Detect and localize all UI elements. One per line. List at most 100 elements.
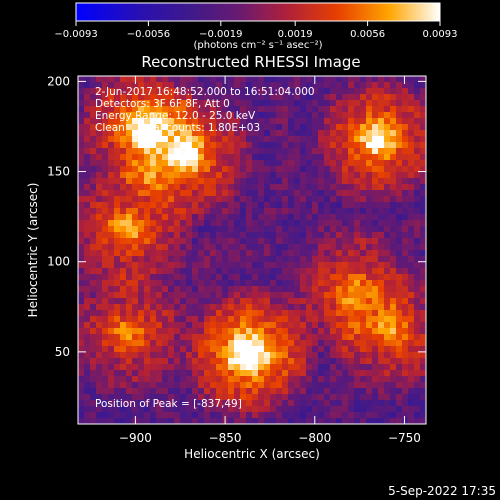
heatmap-cell	[360, 244, 367, 251]
heatmap-cell	[234, 298, 241, 305]
heatmap-cell	[312, 208, 319, 215]
heatmap-cell	[336, 388, 343, 395]
heatmap-cell	[192, 322, 199, 329]
heatmap-cell	[402, 394, 409, 401]
heatmap-cell	[198, 196, 205, 203]
heatmap-cell	[186, 310, 193, 317]
heatmap-cell	[78, 322, 85, 329]
heatmap-cell	[336, 364, 343, 371]
heatmap-cell	[342, 340, 349, 347]
heatmap-cell	[240, 148, 247, 155]
heatmap-cell	[312, 226, 319, 233]
heatmap-cell	[384, 190, 391, 197]
heatmap-cell	[360, 124, 367, 131]
heatmap-cell	[264, 112, 271, 119]
heatmap-cell	[258, 244, 265, 251]
heatmap-cell	[324, 220, 331, 227]
heatmap-cell	[228, 178, 235, 185]
heatmap-cell	[234, 196, 241, 203]
heatmap-cell	[228, 202, 235, 209]
heatmap-cell	[156, 376, 163, 383]
heatmap-cell	[174, 394, 181, 401]
heatmap-cell	[138, 154, 145, 161]
heatmap-cell	[114, 148, 121, 155]
heatmap-cell	[402, 154, 409, 161]
heatmap-cell	[168, 88, 175, 95]
heatmap-cell	[288, 118, 295, 125]
heatmap-cell	[144, 166, 151, 173]
heatmap-cell	[366, 112, 373, 119]
heatmap-cell	[276, 412, 283, 419]
heatmap-cell	[228, 358, 235, 365]
heatmap-cell	[270, 250, 277, 257]
heatmap-cell	[270, 88, 277, 95]
heatmap-cell	[204, 112, 211, 119]
heatmap-cell	[324, 310, 331, 317]
heatmap-cell	[264, 94, 271, 101]
heatmap-cell	[108, 262, 115, 269]
heatmap-cell	[270, 154, 277, 161]
heatmap-cell	[138, 340, 145, 347]
heatmap-cell	[252, 76, 259, 83]
heatmap-cell	[150, 106, 157, 113]
heatmap-cell	[180, 82, 187, 89]
heatmap-cell	[420, 160, 426, 167]
heatmap-cell	[162, 364, 169, 371]
heatmap-cell	[270, 184, 277, 191]
heatmap-cell	[138, 142, 145, 149]
heatmap-cell	[306, 82, 313, 89]
heatmap-cell	[156, 136, 163, 143]
heatmap-cell	[324, 106, 331, 113]
heatmap-cell	[294, 190, 301, 197]
heatmap-cell	[288, 358, 295, 365]
heatmap-cell	[240, 274, 247, 281]
heatmap-cell	[78, 208, 85, 215]
heatmap-cell	[210, 280, 217, 287]
heatmap-cell	[342, 124, 349, 131]
heatmap-cell	[294, 166, 301, 173]
heatmap-cell	[192, 202, 199, 209]
heatmap-cell	[348, 340, 355, 347]
heatmap-cell	[174, 100, 181, 107]
heatmap-cell	[378, 196, 385, 203]
heatmap-cell	[378, 208, 385, 215]
heatmap-cell	[300, 106, 307, 113]
heatmap-cell	[114, 238, 121, 245]
heatmap-cell	[150, 190, 157, 197]
heatmap-cell	[306, 160, 313, 167]
heatmap-cell	[240, 232, 247, 239]
heatmap-cell	[384, 244, 391, 251]
heatmap-cell	[84, 190, 91, 197]
heatmap-cell	[222, 106, 229, 113]
heatmap-cell	[150, 184, 157, 191]
heatmap-cell	[288, 274, 295, 281]
heatmap-cell	[90, 292, 97, 299]
heatmap-cell	[252, 172, 259, 179]
heatmap-cell	[258, 172, 265, 179]
heatmap-cell	[168, 388, 175, 395]
heatmap-cell	[216, 184, 223, 191]
heatmap-cell	[174, 298, 181, 305]
heatmap-cell	[354, 304, 361, 311]
heatmap-cell	[96, 94, 103, 101]
heatmap-cell	[78, 196, 85, 203]
heatmap-cell	[402, 226, 409, 233]
heatmap-cell	[78, 256, 85, 263]
heatmap-cell	[252, 232, 259, 239]
heatmap-cell	[216, 238, 223, 245]
heatmap-cell	[372, 262, 379, 269]
heatmap-cell	[360, 340, 367, 347]
heatmap-cell	[186, 154, 193, 161]
heatmap-cell	[294, 352, 301, 359]
heatmap-cell	[402, 202, 409, 209]
heatmap-cell	[162, 106, 169, 113]
heatmap-cell	[408, 274, 415, 281]
heatmap-cell	[180, 382, 187, 389]
heatmap-cell	[240, 88, 247, 95]
heatmap-cell	[222, 202, 229, 209]
heatmap-cell	[354, 154, 361, 161]
heatmap-cell	[204, 100, 211, 107]
heatmap-cell	[384, 310, 391, 317]
heatmap-cell	[306, 376, 313, 383]
heatmap-cell	[324, 208, 331, 215]
